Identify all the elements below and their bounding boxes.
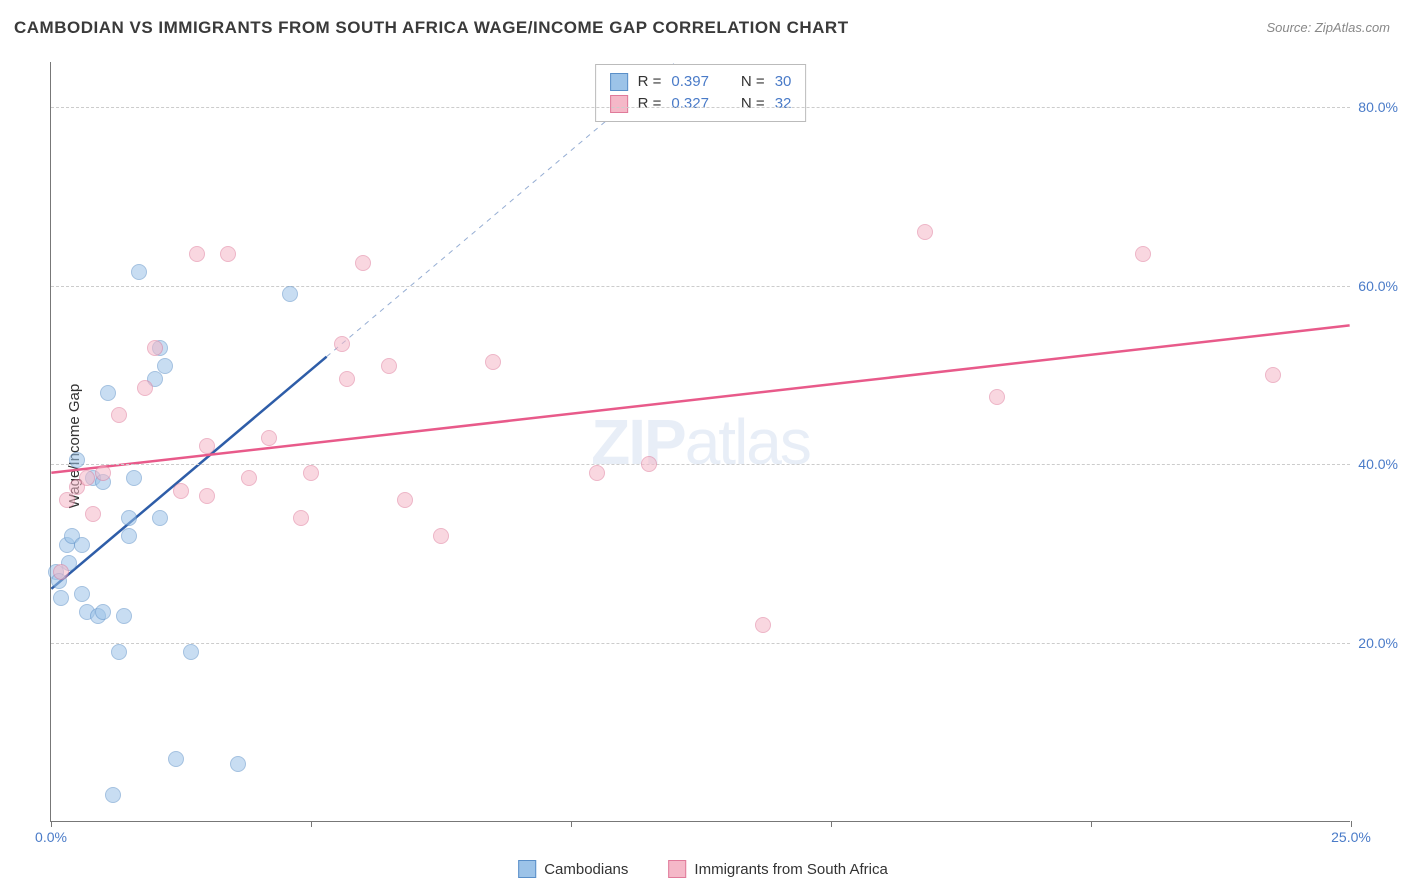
ytick-label: 40.0% bbox=[1358, 456, 1398, 472]
legend-bottom-label-1: Immigrants from South Africa bbox=[694, 861, 887, 878]
scatter-point bbox=[173, 483, 189, 499]
legend-bottom-label-0: Cambodians bbox=[544, 861, 628, 878]
n-label-0: N = bbox=[741, 71, 765, 93]
chart-title: CAMBODIAN VS IMMIGRANTS FROM SOUTH AFRIC… bbox=[14, 18, 849, 38]
scatter-point bbox=[95, 604, 111, 620]
gridline-h bbox=[51, 464, 1350, 465]
scatter-point bbox=[100, 385, 116, 401]
scatter-point bbox=[641, 456, 657, 472]
scatter-point bbox=[59, 492, 75, 508]
gridline-h bbox=[51, 107, 1350, 108]
n-value-0: 30 bbox=[775, 71, 792, 93]
xtick-label: 25.0% bbox=[1331, 829, 1371, 845]
scatter-point bbox=[74, 586, 90, 602]
scatter-point bbox=[303, 465, 319, 481]
scatter-point bbox=[121, 528, 137, 544]
scatter-point bbox=[339, 371, 355, 387]
xtick-mark bbox=[1091, 821, 1092, 827]
xtick-mark bbox=[1351, 821, 1352, 827]
r-label-0: R = bbox=[638, 71, 662, 93]
watermark: ZIPatlas bbox=[591, 405, 810, 479]
scatter-point bbox=[126, 470, 142, 486]
n-label-1: N = bbox=[741, 93, 765, 115]
scatter-point bbox=[131, 264, 147, 280]
scatter-point bbox=[989, 389, 1005, 405]
trend-lines-svg bbox=[51, 62, 1350, 821]
scatter-point bbox=[755, 617, 771, 633]
xtick-mark bbox=[311, 821, 312, 827]
gridline-h bbox=[51, 286, 1350, 287]
scatter-point bbox=[397, 492, 413, 508]
scatter-point bbox=[53, 590, 69, 606]
source-attribution: Source: ZipAtlas.com bbox=[1266, 20, 1390, 35]
scatter-point bbox=[53, 564, 69, 580]
scatter-point bbox=[189, 246, 205, 262]
scatter-point bbox=[183, 644, 199, 660]
scatter-point bbox=[111, 407, 127, 423]
xtick-mark bbox=[51, 821, 52, 827]
scatter-point bbox=[105, 787, 121, 803]
scatter-point bbox=[137, 380, 153, 396]
legend-stats-row-0: R = 0.397 N = 30 bbox=[610, 71, 792, 93]
legend-swatch-1 bbox=[610, 95, 628, 113]
watermark-atlas: atlas bbox=[685, 406, 810, 478]
n-value-1: 32 bbox=[775, 93, 792, 115]
xtick-mark bbox=[831, 821, 832, 827]
legend-stats-box: R = 0.397 N = 30 R = 0.327 N = 32 bbox=[595, 64, 807, 122]
scatter-point bbox=[199, 438, 215, 454]
legend-bottom-swatch-1 bbox=[668, 860, 686, 878]
scatter-point bbox=[147, 340, 163, 356]
scatter-point bbox=[334, 336, 350, 352]
scatter-point bbox=[241, 470, 257, 486]
ytick-label: 20.0% bbox=[1358, 635, 1398, 651]
scatter-point bbox=[355, 255, 371, 271]
ytick-label: 80.0% bbox=[1358, 99, 1398, 115]
legend-stats-row-1: R = 0.327 N = 32 bbox=[610, 93, 792, 115]
r-label-1: R = bbox=[638, 93, 662, 115]
scatter-point bbox=[485, 354, 501, 370]
scatter-point bbox=[1135, 246, 1151, 262]
scatter-point bbox=[157, 358, 173, 374]
scatter-point bbox=[433, 528, 449, 544]
r-value-1: 0.327 bbox=[671, 93, 709, 115]
scatter-point bbox=[381, 358, 397, 374]
scatter-point bbox=[261, 430, 277, 446]
scatter-point bbox=[589, 465, 605, 481]
chart-container: CAMBODIAN VS IMMIGRANTS FROM SOUTH AFRIC… bbox=[0, 0, 1406, 892]
gridline-h bbox=[51, 643, 1350, 644]
scatter-point bbox=[121, 510, 137, 526]
scatter-point bbox=[79, 470, 95, 486]
legend-bottom-swatch-0 bbox=[518, 860, 536, 878]
scatter-point bbox=[282, 286, 298, 302]
legend-bottom-item-0: Cambodians bbox=[518, 860, 628, 878]
ytick-label: 60.0% bbox=[1358, 278, 1398, 294]
scatter-point bbox=[1265, 367, 1281, 383]
scatter-point bbox=[917, 224, 933, 240]
watermark-zip: ZIP bbox=[591, 406, 685, 478]
scatter-point bbox=[293, 510, 309, 526]
scatter-point bbox=[74, 537, 90, 553]
plot-area: ZIPatlas R = 0.397 N = 30 R = 0.327 N = … bbox=[50, 62, 1350, 822]
xtick-mark bbox=[571, 821, 572, 827]
scatter-point bbox=[152, 510, 168, 526]
legend-bottom-item-1: Immigrants from South Africa bbox=[668, 860, 887, 878]
scatter-point bbox=[111, 644, 127, 660]
scatter-point bbox=[199, 488, 215, 504]
r-value-0: 0.397 bbox=[671, 71, 709, 93]
scatter-point bbox=[69, 452, 85, 468]
legend-swatch-0 bbox=[610, 73, 628, 91]
xtick-label: 0.0% bbox=[35, 829, 67, 845]
scatter-point bbox=[95, 465, 111, 481]
scatter-point bbox=[168, 751, 184, 767]
scatter-point bbox=[116, 608, 132, 624]
scatter-point bbox=[220, 246, 236, 262]
legend-bottom: Cambodians Immigrants from South Africa bbox=[518, 860, 888, 878]
scatter-point bbox=[230, 756, 246, 772]
scatter-point bbox=[85, 506, 101, 522]
